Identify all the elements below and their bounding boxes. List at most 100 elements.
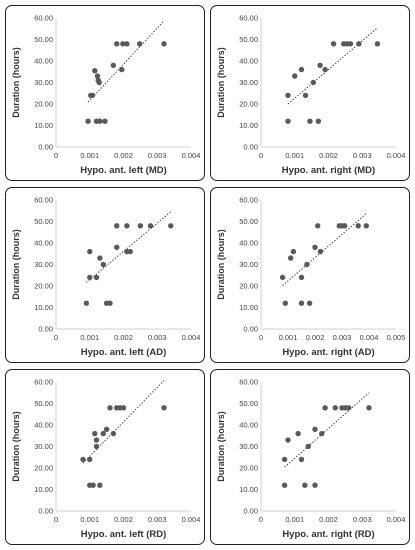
y-tick-label: 10.00 [239,121,258,130]
data-point [298,300,305,306]
y-tick-label: 40.00 [239,57,258,66]
y-tick-label: 10.00 [34,121,53,130]
data-point [306,300,313,306]
x-tick-label: 0.005 [387,333,406,342]
x-tick-label: 0.004 [182,151,201,160]
data-point [298,66,305,73]
x-tick-label: 0.004 [360,333,379,342]
data-point [356,41,362,47]
y-tick-label: 0.00 [243,325,258,334]
x-tick-label: 0.001 [80,333,99,342]
y-axis-title: Duration (hours) [11,47,21,118]
y-axis-title: Duration (hours) [216,229,226,300]
x-tick-label: 0.001 [80,151,99,160]
y-tick-label: 30.00 [239,442,258,451]
y-tick-label: 30.00 [239,260,258,269]
y-tick-label: 50.00 [34,217,53,226]
data-point [310,79,317,86]
data-point [119,66,125,73]
x-tick-label: 0.002 [114,333,133,342]
y-tick-label: 30.00 [34,260,53,269]
scatter-chart-rd-right: 0.00 10.00 20.00 30.00 40.00 50.00 60.00 0 0.001… [216,378,405,541]
data-point [322,66,328,73]
data-point [89,92,96,99]
data-point [137,41,143,47]
data-point [292,73,298,79]
y-tick-label: 60.00 [34,14,53,23]
x-tick-label: 0.002 [319,151,338,160]
data-point [87,248,93,255]
scatter-chart-rd-left: 0.00 10.00 20.00 30.00 40.00 50.00 60.00 0 0.001… [11,378,200,541]
data-point [80,456,86,463]
x-tick-label: 0 [259,333,263,342]
data-point [137,223,144,229]
data-point [347,41,354,47]
data-point [363,223,369,229]
data-point [285,437,291,443]
y-tick-label: 10.00 [239,485,258,494]
x-tick-label: 0.003 [333,333,352,342]
data-point [312,426,318,432]
x-tick-label: 0.001 [285,151,304,160]
data-point [374,41,381,47]
data-point [366,405,372,411]
y-tick-label: 0.00 [38,143,53,152]
x-tick-label: 0.003 [353,151,372,160]
data-point [97,255,103,261]
x-tick-label: 0.002 [114,515,133,524]
x-tick-label: 0.003 [148,333,167,342]
data-point [319,430,325,437]
data-point [100,261,106,268]
y-axis-title: Duration (hours) [216,411,226,482]
data-point [110,62,117,68]
y-tick-label: 50.00 [239,35,258,44]
scatter-chart-md-left: 0.00 10.00 20.00 30.00 40.00 50.00 60.00 0 0.001… [11,14,201,177]
data-point [93,437,100,443]
y-axis-title: Duration (hours) [11,229,21,300]
data-point [161,41,167,47]
trendline [86,211,172,283]
data-point [279,274,286,281]
y-tick-label: 40.00 [34,239,53,248]
y-tick-label: 40.00 [239,239,258,248]
data-point [97,482,103,488]
chart-panel-rd-right: 0.00 10.00 20.00 30.00 40.00 50.00 60.00 0 0.001… [210,369,410,545]
trendline [287,27,378,105]
data-point [304,261,310,268]
x-tick-label: 0.002 [319,515,338,524]
data-point [83,300,90,306]
data-point [290,248,297,255]
data-point [102,118,108,124]
x-tick-label: 0 [54,333,58,342]
data-point [346,405,352,411]
data-point [114,223,120,229]
data-point [298,274,305,281]
x-tick-label: 0.003 [148,515,167,524]
y-tick-label: 40.00 [34,421,53,430]
data-point [307,118,313,124]
data-point [298,456,305,463]
x-axis-title: Hypo. ant. left (MD) [80,165,167,176]
y-tick-label: 40.00 [239,421,258,430]
data-point [168,223,174,229]
data-point [103,426,110,432]
x-tick-label: 0.004 [182,333,201,342]
data-point [317,248,324,255]
data-point [302,92,309,99]
data-point [114,244,120,250]
x-tick-label: 0.001 [80,515,99,524]
data-point [93,443,100,450]
y-tick-label: 50.00 [34,399,53,408]
data-point [93,274,100,281]
chart-panel-ad-left: 0.00 10.00 20.00 30.00 40.00 50.00 60.00 0 0.001… [5,187,205,363]
scatter-chart-md-right: 0.00 10.00 20.00 30.00 40.00 50.00 60.00 0 0.001… [216,14,405,177]
data-point [161,405,167,411]
y-tick-label: 60.00 [239,378,258,387]
y-tick-label: 30.00 [34,442,53,451]
y-tick-label: 10.00 [34,303,53,312]
y-tick-label: 10.00 [239,303,258,312]
data-point [107,300,113,306]
data-point [120,41,126,47]
x-axis-title: Hypo. ant. left (AD) [81,347,167,358]
